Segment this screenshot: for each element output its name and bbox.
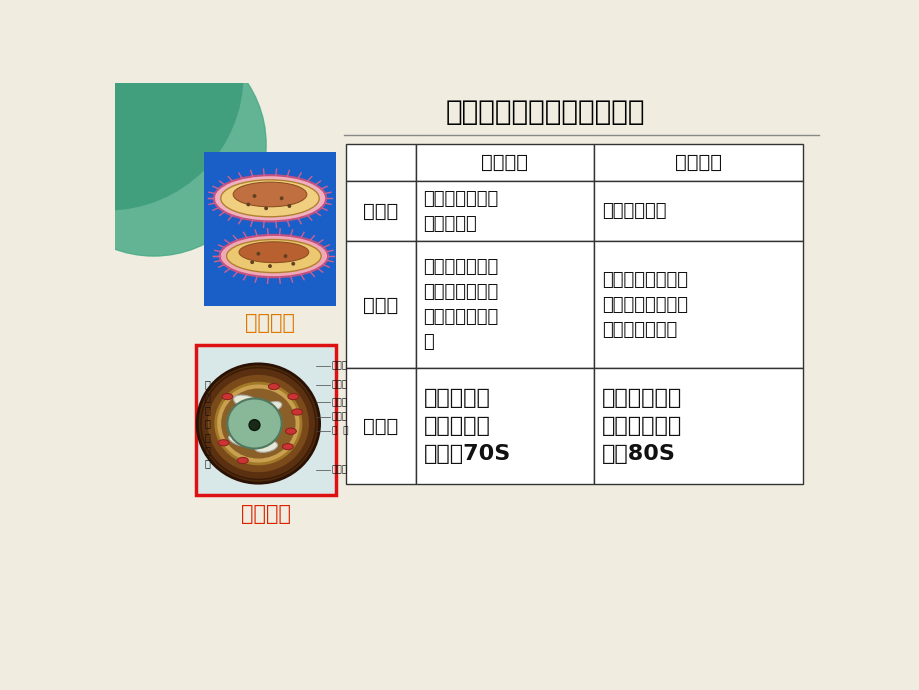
Ellipse shape [229,435,249,446]
Bar [346,368,415,484]
Bar [594,181,802,241]
Ellipse shape [216,383,301,464]
Ellipse shape [226,239,321,273]
Text: 原核细胞和真核细胞的区别: 原核细胞和真核细胞的区别 [445,98,644,126]
Circle shape [0,0,243,210]
Text: 原核细胞: 原核细胞 [481,153,528,172]
Text: 有线粒体，能量代
谢和许多合成代谢
在线粒体中进行: 有线粒体，能量代 谢和许多合成代谢 在线粒体中进行 [601,271,687,339]
Bar [196,344,335,495]
Ellipse shape [237,457,248,464]
Ellipse shape [288,393,299,400]
Circle shape [246,203,250,206]
Ellipse shape [220,235,328,277]
Text: 分布在细胞
质中，沉降
系数为70S: 分布在细胞 质中，沉降 系数为70S [423,388,510,464]
Text: 细胞壁: 细胞壁 [332,362,347,371]
Bar [594,144,802,181]
Ellipse shape [291,409,302,415]
Ellipse shape [263,402,281,412]
Ellipse shape [201,368,315,480]
Text: 细胞膜: 细胞膜 [332,466,347,475]
Text: 有核膜，核仁: 有核膜，核仁 [601,202,665,220]
Ellipse shape [207,374,309,473]
Circle shape [256,252,260,256]
Ellipse shape [221,393,233,400]
Text: 真
核
细
胞
模
式
图: 真 核 细 胞 模 式 图 [204,379,210,468]
Text: 真核细胞: 真核细胞 [241,504,290,524]
Ellipse shape [227,399,281,449]
Ellipse shape [221,180,319,217]
Text: 核  仁: 核 仁 [332,426,348,435]
Text: 细胞器: 细胞器 [363,295,398,315]
Ellipse shape [255,441,278,453]
Circle shape [279,197,283,200]
Bar [204,152,335,306]
Ellipse shape [233,395,260,409]
Text: 核糖体: 核糖体 [363,417,398,435]
Text: 分布在内质网
膜上，沉降系
数为80S: 分布在内质网 膜上，沉降系 数为80S [601,388,681,464]
Bar [346,144,415,181]
Circle shape [41,32,266,256]
Ellipse shape [282,444,293,450]
Bar [346,181,415,241]
Text: 真核细胞: 真核细胞 [675,153,721,172]
Circle shape [267,264,272,268]
Text: 内质网: 内质网 [332,413,347,422]
Circle shape [250,260,254,264]
Ellipse shape [233,182,306,207]
Text: 有明显核区，无
核膜、核仁: 有明显核区，无 核膜、核仁 [423,190,498,233]
Circle shape [249,420,260,431]
Ellipse shape [239,241,309,263]
Ellipse shape [221,388,295,459]
Ellipse shape [268,384,279,390]
Text: 细胞核: 细胞核 [332,398,347,407]
Circle shape [253,194,256,198]
Bar [415,181,594,241]
Bar [415,241,594,368]
Circle shape [287,204,291,208]
Bar [594,241,802,368]
Text: 无线粒体，能量
代谢和许多物质
代谢在质膜上进
行: 无线粒体，能量 代谢和许多物质 代谢在质膜上进 行 [423,259,498,351]
Text: 原核细胞: 原核细胞 [244,313,295,333]
Text: 线粒体: 线粒体 [332,380,347,389]
Circle shape [291,262,295,266]
Ellipse shape [285,428,296,434]
Circle shape [283,254,287,258]
Bar [594,368,802,484]
Text: 细胞核: 细胞核 [363,202,398,221]
Bar [346,241,415,368]
Bar [415,144,594,181]
Bar [415,368,594,484]
Ellipse shape [218,440,229,446]
Ellipse shape [197,364,319,483]
Circle shape [264,206,267,210]
Ellipse shape [213,175,326,221]
